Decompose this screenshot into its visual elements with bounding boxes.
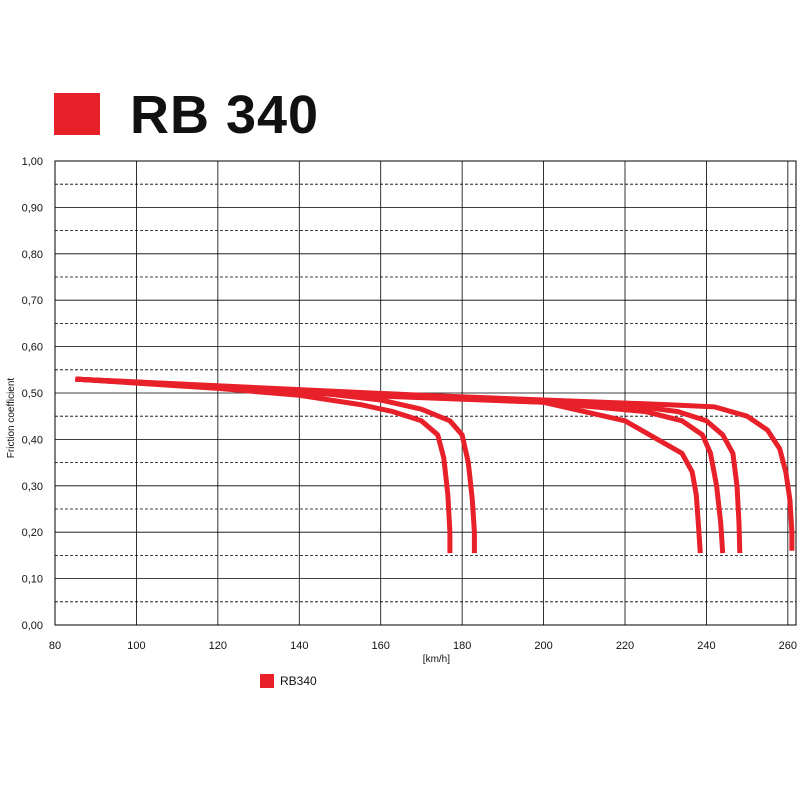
legend-label: RB340 [280,674,317,688]
y-tick-label: 0,40 [22,434,43,446]
x-tick-label: 160 [372,640,390,652]
x-tick-label: 180 [453,640,471,652]
y-tick-label: 0,10 [22,574,43,586]
x-tick-label: 240 [697,640,715,652]
y-tick-label: 0,90 [22,202,43,214]
chart-title: RB 340 [130,85,320,145]
x-tick-label: 120 [209,640,227,652]
x-tick-label: 200 [534,640,552,652]
plot-frame [54,160,797,626]
y-tick-label: 0,60 [22,342,43,354]
x-tick-label: 260 [779,640,797,652]
x-tick-label: 220 [616,640,634,652]
y-tick-label: 0,80 [22,249,43,261]
series-line-2 [75,376,477,554]
legend-swatch [260,674,274,688]
title-color-swatch [54,93,100,135]
y-tick-label: 0,50 [22,388,43,400]
y-tick-label: 0,20 [22,527,43,539]
x-tick-label: 100 [127,640,145,652]
y-tick-label: 0,70 [22,295,43,307]
y-tick-label: 0,30 [22,481,43,493]
legend: RB340 [260,674,317,688]
y-axis-label: Friction coefficient [6,378,17,459]
series-line-6 [75,376,795,551]
x-tick-label: 140 [290,640,308,652]
y-tick-label: 0,00 [22,620,43,632]
x-tick-label: 80 [49,640,61,652]
y-tick-label: 1,00 [22,156,43,168]
x-axis-label: [km/h] [423,654,450,665]
